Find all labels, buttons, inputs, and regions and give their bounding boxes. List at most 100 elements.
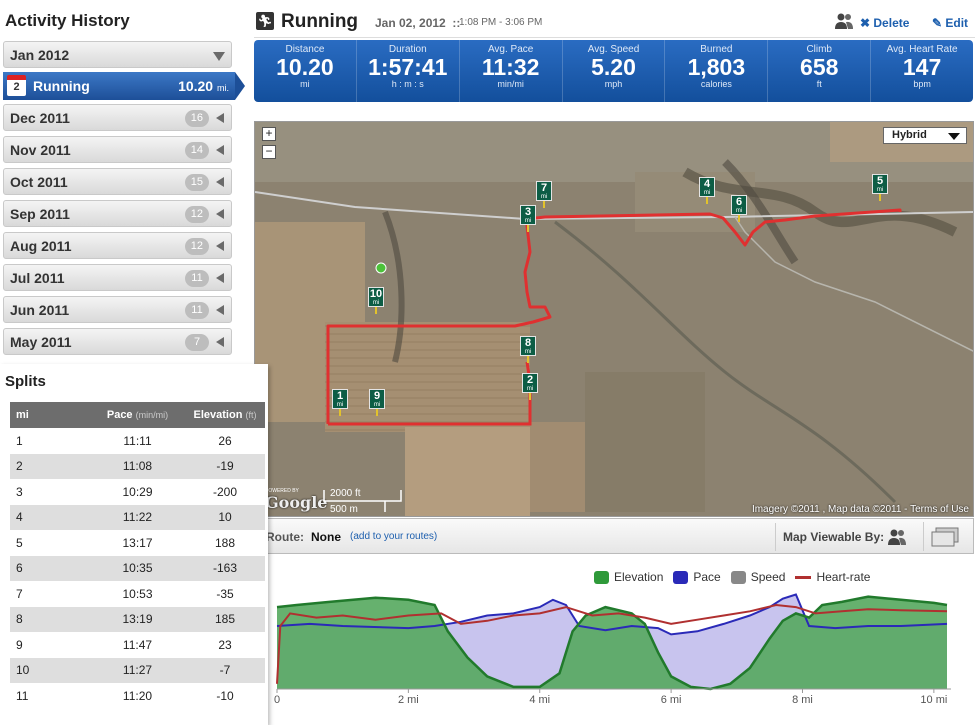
stat-avg-pace: Avg. Pace 11:32 min/mi — [460, 40, 563, 102]
people-icon[interactable] — [834, 12, 854, 30]
heart-rate-line — [276, 603, 948, 684]
month-label: Jun 2011 — [10, 302, 70, 318]
x-tick-label: 8 mi — [792, 694, 813, 706]
month-jan-2012[interactable]: Jan 2012 — [3, 41, 232, 68]
legend-elevation[interactable]: Elevation — [594, 570, 663, 584]
chevron-left-icon — [216, 113, 224, 123]
legend-speed[interactable]: Speed — [730, 570, 785, 584]
month-oct-2011[interactable]: Oct 2011 15 — [3, 168, 232, 195]
activity-count-badge: 11 — [185, 302, 209, 319]
people-icon[interactable] — [887, 528, 907, 546]
column-header-mi: mi — [10, 402, 90, 428]
split-elevation-cell: 26 — [218, 433, 232, 448]
route-label: Route: — [266, 530, 304, 544]
zoom-out-button[interactable]: − — [262, 145, 276, 159]
month-dec-2011[interactable]: Dec 2011 16 — [3, 104, 232, 131]
month-may-2011[interactable]: May 2011 7 — [3, 328, 232, 355]
activity-time: 1:08 PM - 3:06 PM — [459, 17, 543, 28]
split-elevation-cell: -200 — [212, 484, 238, 499]
add-to-routes-link[interactable]: (add to your routes) — [350, 531, 438, 542]
mile-marker-4[interactable]: 4 mi — [699, 177, 715, 204]
table-row: 3 10:29 -200 — [10, 479, 265, 505]
x-tick-label: 10 mi — [920, 694, 947, 706]
stat-value: 1,803 — [687, 54, 746, 80]
satellite-imagery — [255, 122, 973, 516]
stat-value: 10.20 — [276, 54, 334, 80]
mile-marker-6[interactable]: 6 mi — [731, 195, 747, 222]
mile-marker-8[interactable]: 8 mi — [520, 336, 536, 363]
split-mi-cell: 9 — [16, 637, 23, 652]
google-logo: Google — [265, 493, 328, 512]
stat-duration: Duration 1:57:41 h : m : s — [357, 40, 460, 102]
stat-label: Climb — [806, 44, 832, 55]
split-mi-cell: 7 — [16, 586, 23, 601]
map-attribution[interactable]: Imagery ©2011 , Map data ©2011 - Terms o… — [751, 504, 969, 515]
month-label: Sep 2011 — [10, 206, 70, 222]
delete-button[interactable]: ✖ Delete — [860, 16, 910, 30]
month-label: Nov 2011 — [10, 142, 71, 158]
month-nov-2011[interactable]: Nov 2011 14 — [3, 136, 232, 163]
mile-marker-1[interactable]: 1 mi — [332, 389, 348, 416]
stat-value: 5.20 — [591, 54, 636, 80]
zoom-in-button[interactable]: + — [262, 127, 276, 141]
stat-label: Burned — [700, 44, 733, 55]
month-jun-2011[interactable]: Jun 2011 11 — [3, 296, 232, 323]
activity-count-badge: 16 — [184, 110, 209, 127]
activity-chart[interactable]: 0 2 mi 4 mi 6 mi 8 mi 10 mi Elevation Pace Sp… — [268, 562, 975, 725]
stat-avg-heart-rate: Avg. Heart Rate 147 bpm — [871, 40, 973, 102]
split-mi-cell: 5 — [16, 535, 23, 550]
chart-canvas: 0 2 mi 4 mi 6 mi 8 mi 10 mi — [274, 593, 951, 706]
chevron-left-icon — [216, 177, 224, 187]
stat-label: Duration — [388, 44, 427, 55]
mile-marker-unit: mi — [540, 194, 548, 200]
x-tick-label: 0 — [274, 694, 280, 706]
selected-activity-running[interactable]: 2 Running 10.20 mi. — [3, 72, 245, 100]
edit-label: Edit — [945, 16, 969, 30]
edit-button[interactable]: ✎ Edit — [932, 16, 969, 30]
month-label: May 2011 — [10, 334, 72, 350]
route-value: None — [311, 530, 341, 544]
month-label: Dec 2011 — [10, 110, 70, 126]
mile-marker-10[interactable]: 10 mi — [368, 287, 384, 314]
split-mi-cell: 11 — [16, 688, 29, 703]
map-type-value: Hybrid — [892, 129, 927, 141]
splits-header-row: mi Pace (min/mi) Elevation (ft) — [10, 402, 265, 428]
route-bar: Route: None (add to your routes) Map Vie… — [254, 518, 974, 554]
elevation-area — [277, 596, 947, 689]
mile-marker-3[interactable]: 3 mi — [520, 205, 536, 232]
stat-value: 1:57:41 — [368, 54, 448, 80]
stat-value: 11:32 — [481, 54, 540, 80]
mile-marker-unit: mi — [524, 349, 532, 355]
split-pace-cell: 10:29 — [122, 484, 153, 499]
activity-count-badge: 15 — [184, 174, 209, 191]
elevation-header-unit: (ft) — [245, 410, 257, 420]
expand-map-button[interactable] — [923, 522, 967, 551]
table-row: 6 10:35 -163 — [10, 555, 265, 581]
activity-count-badge: 11 — [185, 270, 209, 287]
map-type-select[interactable]: Hybrid — [883, 127, 967, 144]
mile-marker-9[interactable]: 9 mi — [369, 389, 385, 416]
month-aug-2011[interactable]: Aug 2011 12 — [3, 232, 232, 259]
month-jul-2011[interactable]: Jul 2011 11 — [3, 264, 232, 291]
stats-bar: Distance 10.20 mi Duration 1:57:41 h : m… — [254, 40, 973, 102]
month-sep-2011[interactable]: Sep 2011 12 — [3, 200, 232, 227]
legend-heart-rate[interactable]: Heart-rate — [795, 570, 870, 584]
split-pace-cell: 11:27 — [90, 657, 185, 683]
stat-burned: Burned 1,803 calories — [665, 40, 769, 102]
mile-marker-7[interactable]: 7 mi — [536, 181, 552, 208]
mile-marker-2[interactable]: 2 mi — [522, 373, 538, 400]
mile-marker-unit: mi — [372, 300, 380, 306]
route-map[interactable]: + − Hybrid 1 mi 2 mi 3 mi 4 mi 5 mi 6 mi 7 mi 8… — [254, 121, 974, 517]
mile-marker-label: 1 — [336, 390, 344, 402]
mile-marker-label: 5 — [876, 175, 884, 187]
column-header-pace: Pace (min/mi) — [90, 402, 185, 428]
activity-name: Running — [33, 78, 90, 94]
month-label: Aug 2011 — [10, 238, 72, 254]
legend-pace[interactable]: Pace — [673, 570, 721, 584]
column-header-elevation: Elevation (ft) — [185, 402, 265, 428]
calendar-icon: 2 — [7, 75, 26, 96]
start-pin-icon — [375, 262, 387, 274]
mile-marker-5[interactable]: 5 mi — [872, 174, 888, 201]
mile-marker-label: 8 — [524, 337, 532, 349]
activity-distance-value: 10.20 — [178, 78, 214, 94]
